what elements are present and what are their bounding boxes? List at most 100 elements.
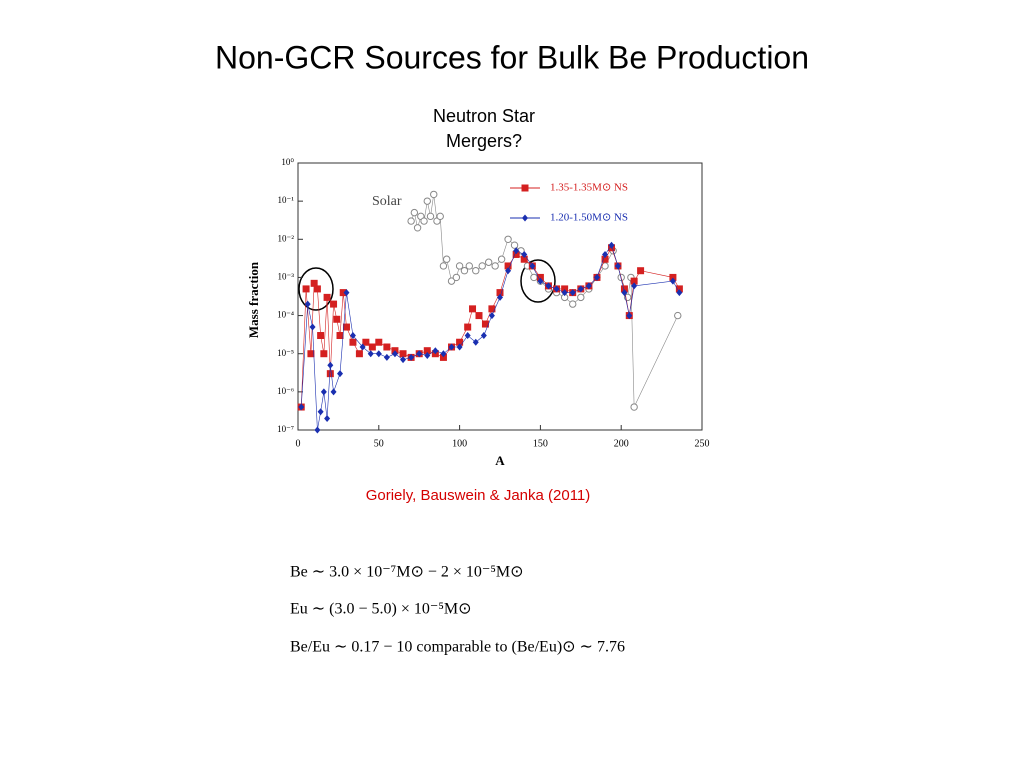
data-point bbox=[504, 262, 512, 270]
data-point bbox=[330, 300, 338, 308]
data-point bbox=[317, 332, 325, 340]
data-point bbox=[317, 408, 324, 416]
data-point bbox=[513, 247, 520, 255]
data-point bbox=[302, 285, 310, 293]
data-point bbox=[413, 224, 422, 232]
data-point bbox=[442, 255, 451, 263]
data-point bbox=[569, 300, 577, 308]
data-point bbox=[497, 255, 506, 263]
data-point bbox=[310, 279, 318, 287]
data-point bbox=[408, 353, 415, 361]
x-tick-label: 250 bbox=[695, 438, 710, 449]
data-point bbox=[464, 323, 472, 331]
data-point bbox=[455, 262, 464, 270]
data-point bbox=[407, 217, 415, 225]
data-point bbox=[620, 285, 628, 293]
data-point bbox=[480, 332, 487, 340]
data-point bbox=[440, 350, 447, 358]
data-point bbox=[439, 353, 447, 361]
data-point bbox=[326, 370, 334, 378]
data-point bbox=[314, 426, 321, 434]
data-point bbox=[630, 277, 638, 285]
data-point bbox=[375, 338, 383, 346]
x-tick-label: 200 bbox=[614, 438, 629, 449]
data-point bbox=[553, 285, 560, 293]
y-tick-label: 10⁻³ bbox=[278, 271, 295, 281]
data-point bbox=[585, 282, 592, 290]
data-point bbox=[602, 250, 609, 258]
data-point bbox=[569, 289, 576, 297]
y-tick-label: 10⁻⁷ bbox=[277, 424, 294, 434]
data-point bbox=[447, 277, 456, 285]
data-point bbox=[577, 293, 585, 302]
data-point bbox=[432, 347, 439, 355]
data-point bbox=[430, 190, 438, 199]
data-point bbox=[452, 273, 461, 282]
data-point bbox=[424, 351, 431, 359]
data-point bbox=[520, 255, 528, 263]
data-point bbox=[537, 277, 544, 285]
equation: Be/Eu ∼ 0.17 − 10 comparable to (Be/Eu)⊙… bbox=[290, 639, 625, 656]
data-point bbox=[307, 350, 315, 358]
slide-title: Non-GCR Sources for Bulk Be Production bbox=[215, 39, 809, 75]
y-tick-label: 10⁻¹ bbox=[278, 195, 295, 205]
data-point bbox=[505, 267, 512, 275]
data-point bbox=[313, 285, 321, 293]
data-point bbox=[426, 212, 435, 221]
subtitle-line: Neutron Star bbox=[433, 106, 535, 126]
data-point bbox=[362, 338, 370, 346]
data-point bbox=[456, 343, 463, 351]
series-line bbox=[300, 247, 680, 408]
y-tick-label: 10⁻⁶ bbox=[277, 386, 294, 396]
data-point bbox=[521, 250, 528, 258]
data-point bbox=[320, 388, 327, 396]
data-point bbox=[669, 277, 676, 285]
data-point bbox=[561, 289, 568, 297]
data-point bbox=[342, 323, 350, 331]
data-point bbox=[676, 289, 683, 297]
data-point bbox=[484, 258, 493, 266]
x-tick-label: 0 bbox=[296, 438, 301, 449]
data-point bbox=[349, 338, 357, 346]
data-point bbox=[333, 315, 341, 323]
data-point bbox=[536, 273, 544, 281]
data-point bbox=[637, 267, 645, 275]
data-point bbox=[460, 267, 469, 275]
x-tick-label: 150 bbox=[533, 438, 548, 449]
data-point bbox=[339, 289, 347, 297]
data-point bbox=[298, 403, 305, 411]
subtitle-line: Mergers? bbox=[446, 131, 522, 151]
data-point bbox=[504, 235, 512, 243]
data-point bbox=[399, 350, 407, 358]
equation: Be ∼ 3.0 × 10⁻⁷M⊙ − 2 × 10⁻⁵M⊙ bbox=[290, 564, 524, 581]
data-point bbox=[383, 353, 390, 361]
data-point bbox=[545, 282, 552, 290]
legend-label: 1.20-1.50M⊙ NS bbox=[550, 212, 628, 224]
legend-label: 1.35-1.35M⊙ NS bbox=[550, 182, 628, 194]
data-point bbox=[669, 273, 677, 281]
y-tick-label: 10⁻⁵ bbox=[277, 348, 294, 358]
data-point bbox=[448, 343, 455, 351]
data-point bbox=[367, 350, 374, 358]
data-point bbox=[478, 262, 486, 270]
data-point bbox=[631, 282, 638, 290]
data-point bbox=[375, 350, 382, 358]
data-point bbox=[423, 197, 431, 205]
legend-marker bbox=[522, 214, 528, 222]
citation: Goriely, Bauswein & Janka (2011) bbox=[366, 487, 591, 504]
data-point bbox=[496, 289, 504, 297]
data-point bbox=[416, 350, 423, 358]
data-point bbox=[601, 255, 609, 263]
y-tick-label: 10⁰ bbox=[281, 157, 294, 167]
data-point bbox=[472, 267, 480, 275]
data-point bbox=[327, 361, 334, 369]
data-point bbox=[309, 323, 316, 331]
data-point bbox=[472, 338, 479, 346]
data-point bbox=[456, 338, 464, 346]
legend-marker bbox=[521, 184, 529, 192]
data-point bbox=[465, 262, 473, 270]
data-point bbox=[383, 343, 391, 351]
data-point bbox=[530, 273, 538, 282]
data-point bbox=[439, 262, 448, 270]
